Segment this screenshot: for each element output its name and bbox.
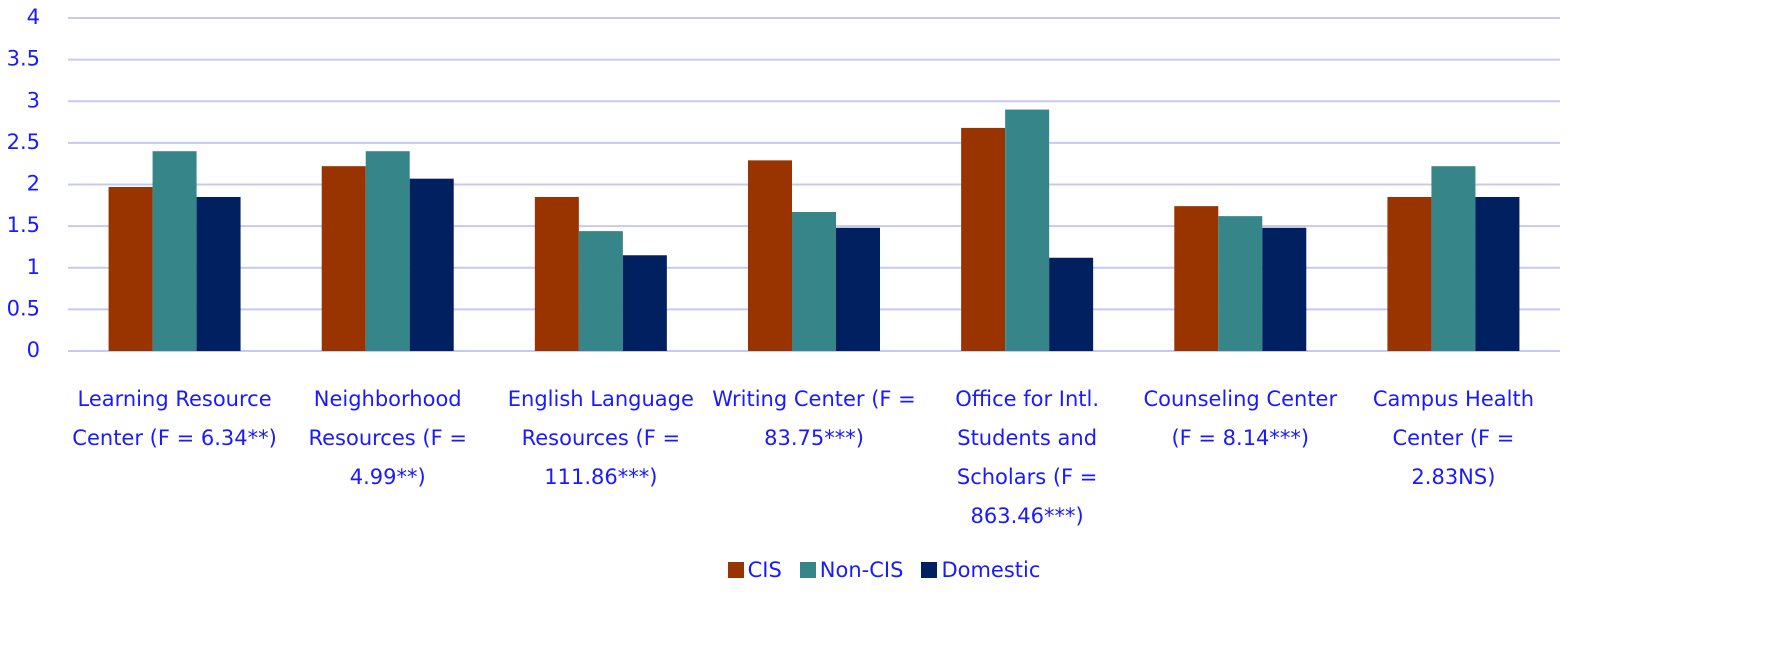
bar xyxy=(622,255,667,351)
bar xyxy=(321,166,366,351)
bar xyxy=(1387,196,1432,351)
bar xyxy=(748,160,792,351)
bar xyxy=(578,231,623,351)
x-tick-label: English Language Resources (F = 111.86**… xyxy=(507,387,694,489)
y-tick-label: 1.5 xyxy=(7,213,40,237)
legend-item: Non-CIS xyxy=(799,558,904,582)
x-tick-label: Office for Intl. Students and Scholars (… xyxy=(955,387,1100,528)
x-tick-label: Learning Resource Center (F = 6.34**) xyxy=(72,387,277,450)
bar xyxy=(1049,257,1094,351)
legend-item: Domestic xyxy=(921,558,1040,582)
bar xyxy=(1475,196,1520,351)
legend-item: CIS xyxy=(727,558,782,582)
bar xyxy=(1431,166,1476,351)
y-tick-label: 0.5 xyxy=(7,296,40,320)
bar xyxy=(1262,227,1307,351)
x-tick-label: Campus Health Center (F = 2.83NS) xyxy=(1372,387,1535,489)
bar xyxy=(365,151,410,351)
bar xyxy=(792,211,836,351)
y-tick-label: 0 xyxy=(27,338,40,362)
bar xyxy=(1218,216,1263,351)
bar xyxy=(196,196,241,351)
bar xyxy=(534,196,579,351)
y-tick-label: 4 xyxy=(27,5,40,29)
bar xyxy=(108,186,153,351)
legend-label: Domestic xyxy=(941,558,1041,582)
y-tick-label: 3.5 xyxy=(7,47,40,71)
bar xyxy=(961,127,1006,351)
bar xyxy=(1005,109,1050,351)
legend-swatch xyxy=(921,562,938,578)
legend: CIS Non-CIS Domestic xyxy=(0,558,1768,582)
y-tick-label: 1 xyxy=(27,255,40,279)
y-tick-label: 2.5 xyxy=(7,130,40,154)
x-tick-label: Neighborhood Resources (F = 4.99**) xyxy=(308,387,467,489)
bar xyxy=(152,151,197,351)
bar xyxy=(1174,206,1219,351)
x-tick-label: Counseling Center (F = 8.14***) xyxy=(1143,387,1338,450)
y-tick-label: 2 xyxy=(27,172,40,196)
legend-swatch xyxy=(799,562,816,578)
bar xyxy=(409,178,454,351)
y-tick-label: 3 xyxy=(27,88,40,112)
bar xyxy=(836,227,880,351)
legend-swatch xyxy=(727,562,744,578)
legend-label: CIS xyxy=(747,558,782,582)
x-tick-label: Writing Center (F = 83.75***) xyxy=(712,387,916,450)
legend-label: Non-CIS xyxy=(819,558,904,582)
